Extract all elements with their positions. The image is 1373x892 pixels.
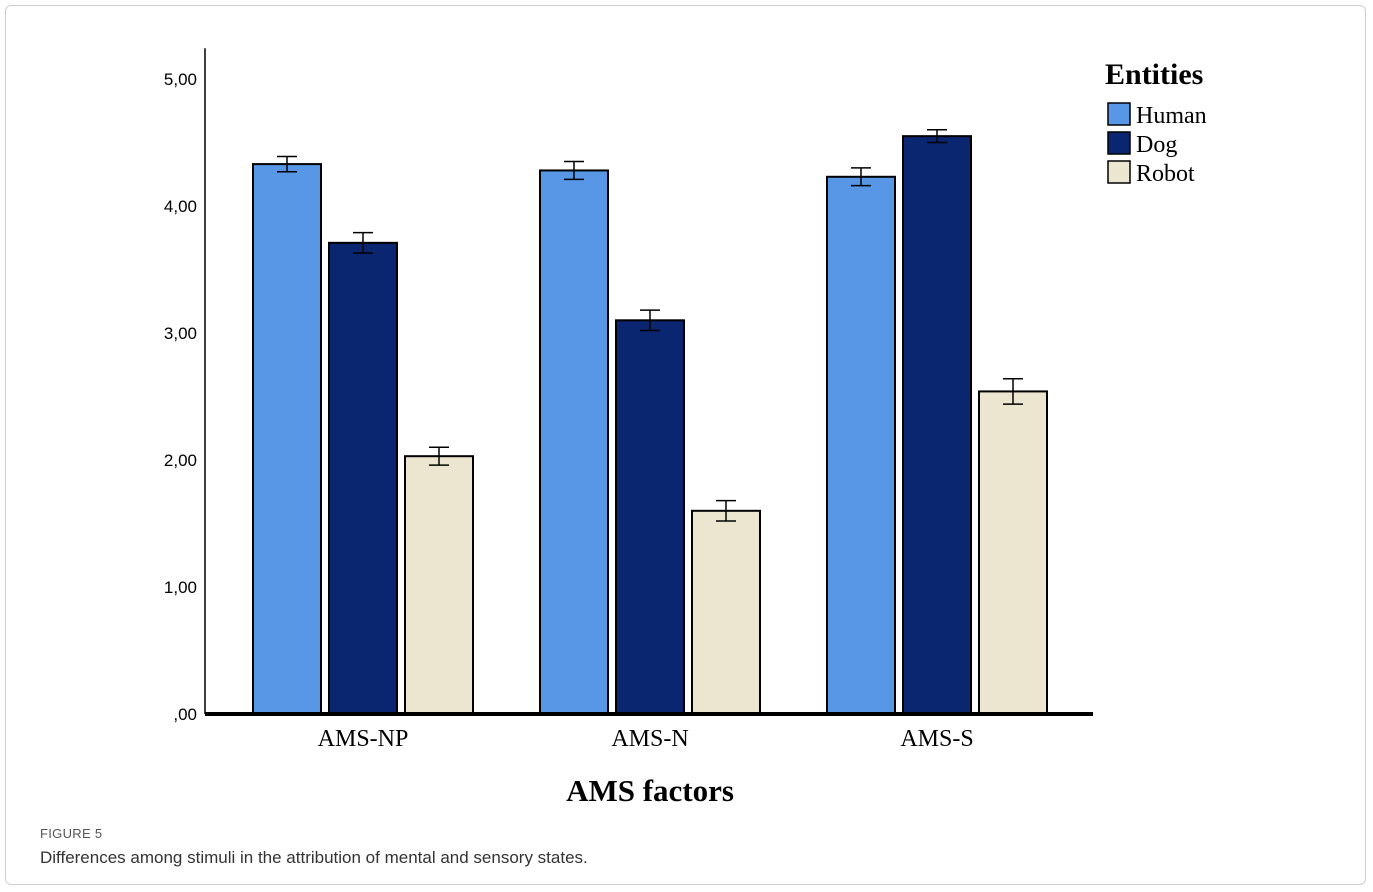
bars	[252, 135, 1048, 716]
error-bar-ams-s-dog	[927, 129, 947, 144]
y-tick-label-3: 3,00	[164, 324, 197, 343]
error-bar-ams-n-human	[564, 160, 584, 181]
x-axis-title: AMS factors	[566, 773, 734, 808]
legend-swatch-robot	[1107, 160, 1131, 184]
legend-swatch-human	[1107, 102, 1131, 126]
legend-label-human: Human	[1136, 103, 1207, 129]
y-tick-label-1: 1,00	[164, 578, 197, 597]
figure-label: FIGURE 5	[40, 826, 103, 841]
legend-label-robot: Robot	[1136, 161, 1195, 187]
x-axis-category-labels: AMS-NP AMS-N AMS-S	[318, 726, 974, 752]
figure-caption: Differences among stimuli in the attribu…	[40, 848, 588, 867]
error-bar-ams-np-dog	[353, 231, 373, 254]
y-axis-ticks: ,00 1,00 2,00 3,00 4,00 5,00	[164, 70, 197, 724]
figure-frame	[5, 5, 1366, 885]
y-tick-label-5: 5,00	[164, 70, 197, 89]
x-tick-label-ams-s: AMS-S	[900, 726, 973, 752]
error-bar-ams-n-dog	[640, 309, 660, 332]
legend-label-dog: Dog	[1136, 132, 1177, 158]
bar-ams-s-dog	[902, 135, 972, 715]
bar-ams-n-robot	[691, 509, 761, 715]
bar-ams-n-human	[539, 169, 609, 715]
x-tick-label-ams-np: AMS-NP	[318, 726, 409, 752]
bar-ams-s-robot	[978, 390, 1048, 715]
y-tick-label-4: 4,00	[164, 197, 197, 216]
bar-ams-np-dog	[328, 241, 398, 716]
y-tick-label-2: 2,00	[164, 451, 197, 470]
legend: Entities Human Dog Robot	[1105, 58, 1207, 187]
bar-ams-s-human	[826, 175, 896, 716]
error-bar-ams-n-robot	[716, 499, 736, 522]
error-bars	[277, 129, 1023, 522]
error-bar-ams-np-human	[277, 155, 297, 173]
x-tick-label-ams-n: AMS-N	[611, 726, 688, 752]
error-bar-ams-s-robot	[1003, 377, 1023, 405]
bar-ams-np-robot	[404, 455, 474, 715]
bar-ams-np-human	[252, 163, 322, 715]
legend-title: Entities	[1105, 58, 1203, 91]
bar-ams-n-dog	[615, 319, 685, 715]
error-bar-ams-s-human	[851, 167, 871, 187]
legend-swatch-dog	[1107, 131, 1131, 155]
y-tick-label-0: ,00	[173, 705, 197, 724]
error-bar-ams-np-robot	[429, 446, 449, 466]
